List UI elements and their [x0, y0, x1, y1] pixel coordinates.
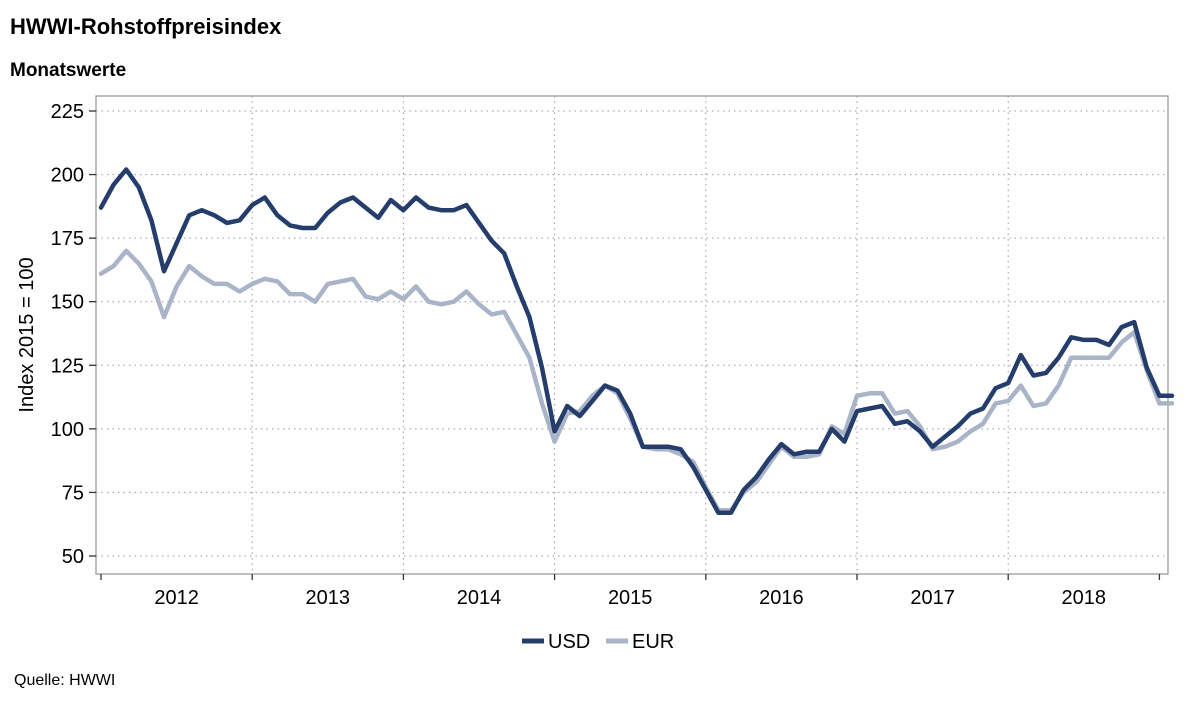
x-tick-label: 2018 [1062, 587, 1107, 609]
y-tick-label: 225 [51, 101, 84, 123]
legend-label-eur: EUR [632, 631, 674, 653]
series-lines [98, 167, 1175, 516]
y-tick-label: 175 [51, 228, 84, 250]
y-tick-label: 150 [51, 292, 84, 314]
source-note: Quelle: HWWI [14, 672, 116, 689]
x-tick-label: 2017 [910, 587, 955, 609]
x-tick-label: 2016 [759, 587, 804, 609]
series-line-usd [98, 167, 1175, 516]
legend: USD EUR [522, 631, 674, 653]
x-tick-label: 2012 [154, 587, 199, 609]
chart-title: HWWI-Rohstoffpreisindex [10, 14, 282, 39]
x-tick-label: 2014 [457, 587, 502, 609]
y-tick-label: 100 [51, 419, 84, 441]
y-axis-label: Index 2015 = 100 [16, 257, 38, 412]
x-tick-label: 2015 [608, 587, 653, 609]
y-tick-label: 75 [62, 482, 84, 504]
y-tick-label: 200 [51, 165, 84, 187]
chart-subtitle: Monatswerte [10, 60, 127, 81]
y-tick-label: 125 [51, 355, 84, 377]
x-tick-label: 2013 [306, 587, 351, 609]
y-tick-label: 50 [62, 546, 84, 568]
axes: 50 75 100 125 150 175 200 225 2012 2013 2014 2015 20… [51, 101, 1161, 609]
plot-frame [95, 95, 1169, 575]
legend-label-usd: USD [548, 631, 590, 653]
gridlines [96, 96, 1168, 574]
